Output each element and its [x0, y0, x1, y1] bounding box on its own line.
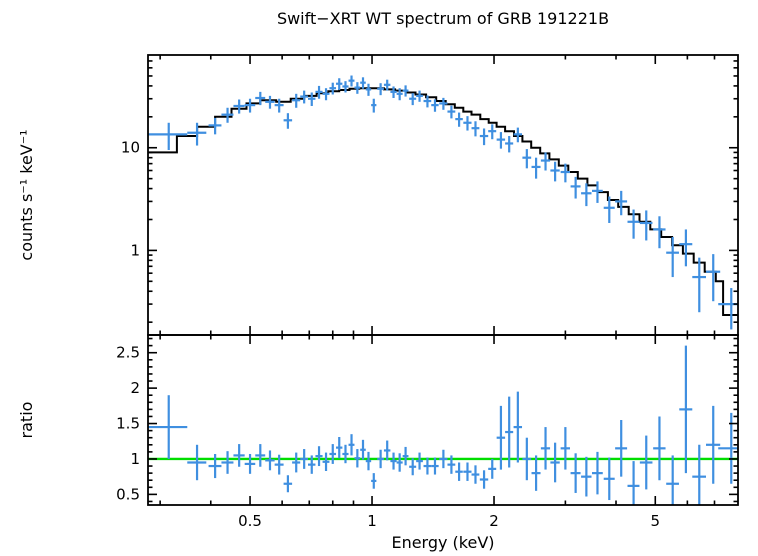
ratio-y-tick-label: 1: [130, 450, 140, 468]
spectrum-data: [148, 75, 738, 330]
spectrum-panel: [148, 75, 738, 330]
ratio-panel-border: [147, 334, 739, 506]
axes: 1 10 0.5 1 1.5 2 2.5 0.5 1 2 5: [116, 54, 739, 530]
ratio-y-tick-label: 1.5: [116, 415, 140, 433]
x-tick-label: 5: [651, 512, 661, 530]
ratio-data: [148, 345, 738, 505]
spectrum-y-tick-label: 10: [121, 139, 140, 157]
x-tick-label: 0.5: [238, 512, 262, 530]
ratio-panel: [148, 345, 738, 505]
model-step-line: [148, 87, 738, 316]
chart-title: Swift−XRT WT spectrum of GRB 191221B: [277, 9, 609, 28]
ratio-y-tick-label: 0.5: [116, 485, 140, 503]
ratio-y-tick-label: 2.5: [116, 344, 140, 362]
x-tick-label: 1: [367, 512, 377, 530]
spectrum-y-tick-label: 1: [130, 241, 140, 259]
x-axis-label: Energy (keV): [391, 533, 494, 552]
ratio-y-tick-label: 2: [130, 379, 140, 397]
spectrum-panel-border: [147, 54, 739, 336]
y-axis-label-ratio: ratio: [17, 402, 36, 439]
x-tick-label: 2: [489, 512, 499, 530]
y-axis-label-spectrum: counts s⁻¹ keV⁻¹: [17, 129, 36, 260]
